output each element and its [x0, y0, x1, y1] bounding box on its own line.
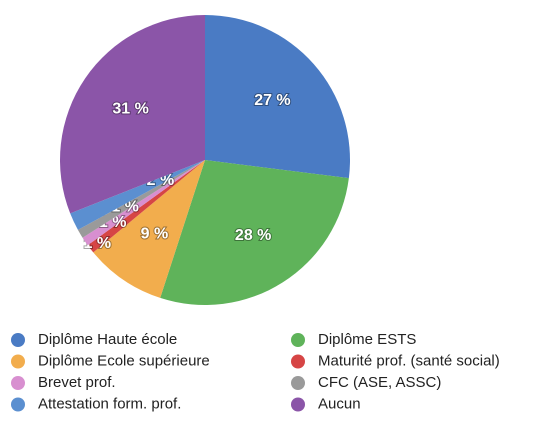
legend-label: Maturité prof. (santé social) [318, 352, 500, 369]
pie-slice [82, 160, 205, 246]
slice-label: 9 % [141, 226, 169, 243]
legend-swatch [11, 333, 25, 347]
legend-label: Aucun [318, 395, 361, 412]
legend-swatch [291, 397, 305, 412]
pie-slice [87, 160, 205, 253]
pie-slice [59, 15, 205, 214]
legend-swatch [11, 376, 25, 390]
slice-label: 27 % [254, 92, 290, 109]
pie-slice [160, 160, 349, 306]
legend-swatch [291, 376, 305, 390]
slice-label: 31 % [112, 101, 148, 118]
pie-slice [70, 160, 206, 230]
legend-label: Diplôme Ecole supérieure [38, 352, 210, 369]
slice-label: 28 % [235, 227, 271, 244]
pie-slice [205, 15, 350, 179]
legend-label: Diplôme ESTS [318, 331, 416, 348]
legend-swatch [291, 333, 305, 347]
pie-slice [93, 160, 205, 298]
legend-swatch [11, 354, 25, 369]
pie-slice [77, 160, 205, 238]
legend-label: Brevet prof. [38, 374, 116, 391]
legend-swatch [11, 397, 25, 412]
legend-label: CFC (ASE, ASSC) [318, 374, 441, 391]
legend-label: Attestation form. prof. [38, 395, 181, 412]
legend-swatch [291, 354, 305, 369]
legend-label: Diplôme Haute école [38, 331, 177, 348]
